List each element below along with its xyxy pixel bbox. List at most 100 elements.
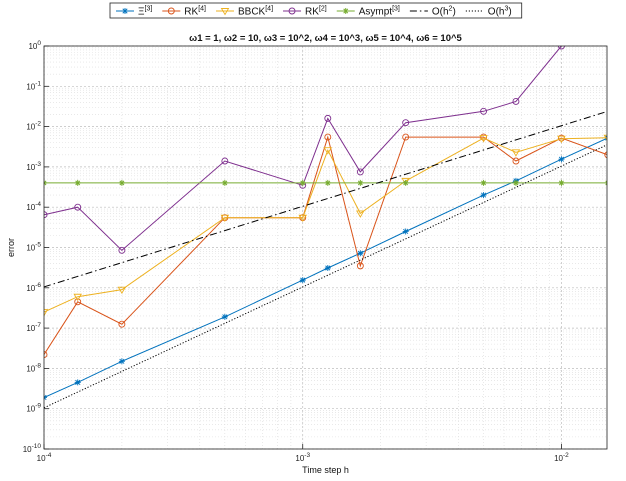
legend-item: RK[2] — [283, 6, 327, 18]
data-point — [118, 179, 125, 186]
data-point — [557, 46, 565, 50]
data-point — [324, 133, 332, 141]
data-point — [44, 309, 49, 317]
legend-label: Ξ[3] — [138, 6, 152, 18]
chart-title: ω1 = 1, ω2 = 10, ω3 = 10^2, ω4 = 10^3, ω… — [189, 33, 462, 44]
data-point — [298, 214, 308, 223]
legend-label: O(h2) — [432, 6, 456, 18]
data-point — [356, 168, 364, 176]
data-point — [299, 179, 306, 186]
data-point — [557, 134, 565, 142]
data-point — [118, 246, 126, 254]
legend-label: Asympt[3] — [359, 6, 400, 18]
data-point — [221, 313, 228, 320]
series-line — [44, 110, 607, 288]
legend-label: BBCK[4] — [238, 6, 273, 18]
data-point — [480, 192, 487, 199]
data-point — [511, 149, 521, 157]
series-5 — [44, 110, 607, 288]
data-point — [44, 211, 48, 219]
data-point — [74, 203, 82, 211]
data-point — [512, 179, 519, 186]
data-point — [167, 7, 175, 15]
y-tick-label: 10-4 — [26, 201, 41, 212]
data-point — [44, 351, 48, 359]
data-point — [74, 298, 82, 306]
data-point — [323, 147, 333, 155]
data-point — [357, 250, 364, 257]
legend-item: O(h2) — [409, 6, 456, 18]
x-tick-label: 10-3 — [295, 452, 310, 463]
x-tick-label: 10-2 — [554, 452, 569, 463]
data-point — [402, 228, 409, 235]
y-tick-label: 10-6 — [26, 282, 41, 293]
series-4 — [44, 179, 607, 186]
data-point — [604, 151, 607, 159]
x-axis-label: Time step h — [302, 465, 349, 475]
y-axis-label: error — [6, 238, 16, 257]
data-point — [512, 157, 520, 165]
series-0 — [44, 135, 607, 401]
data-point — [73, 293, 83, 302]
x-tick-label: 10-4 — [37, 452, 52, 463]
data-point — [356, 262, 364, 270]
y-tick-label: 10-8 — [26, 362, 41, 373]
series-3 — [44, 46, 565, 254]
data-point — [558, 156, 565, 163]
data-point — [122, 8, 128, 14]
data-point — [356, 210, 365, 218]
legend-item: Asympt[3] — [336, 6, 400, 18]
y-tick-label: 10-3 — [26, 161, 41, 172]
data-point — [118, 358, 125, 365]
data-point — [402, 119, 410, 127]
y-tick-label: 10-1 — [26, 80, 41, 91]
data-point — [221, 157, 229, 165]
grid — [43, 45, 607, 450]
series-line — [44, 137, 607, 313]
legend-box — [109, 2, 523, 19]
data-point — [402, 133, 410, 141]
ticks: 10-4 10-3 10-2 10-10 10-9 10-8 10-7 10-6 10-5 10-… — [23, 40, 569, 463]
legend-label: RK[4] — [184, 6, 206, 18]
data-point — [74, 379, 81, 386]
data-point — [324, 114, 332, 122]
data-point — [604, 180, 607, 186]
series-line — [44, 46, 562, 251]
data-point — [480, 179, 487, 186]
data-point — [603, 134, 607, 141]
data-point — [220, 8, 230, 16]
data-point — [299, 277, 306, 284]
y-tick-label: 10-7 — [26, 322, 41, 333]
series-layer — [44, 46, 607, 409]
data-point — [480, 107, 488, 115]
data-point — [74, 179, 81, 186]
legend-label: RK[2] — [305, 6, 327, 18]
data-point — [288, 7, 296, 15]
data-point — [479, 135, 488, 143]
legend-item: Ξ[3] — [116, 6, 152, 18]
data-point — [118, 320, 126, 328]
data-point — [512, 98, 520, 105]
data-point — [117, 286, 127, 295]
series-line — [44, 137, 607, 398]
legend-item: RK[4] — [162, 6, 206, 18]
legend-item: O(h3) — [465, 6, 512, 18]
series-line — [44, 135, 607, 355]
y-tick-label: 10-9 — [26, 403, 41, 414]
legend: Ξ[3] RK[4] BBCK[4] RK[2] Asympt[3] O(h2) O(h3) — [109, 2, 523, 19]
y-tick-label: 10-10 — [23, 443, 42, 454]
legend-item: BBCK[4] — [216, 6, 273, 18]
data-point — [557, 135, 566, 144]
data-point — [357, 179, 364, 186]
data-point — [342, 8, 349, 14]
data-point — [220, 214, 230, 223]
data-point — [324, 264, 331, 271]
data-point — [402, 179, 409, 186]
data-point — [558, 179, 565, 186]
y-tick-label: 10-5 — [26, 242, 41, 253]
legend-label: O(h3) — [488, 6, 512, 18]
y-tick-label: 100 — [28, 40, 41, 51]
data-point — [221, 179, 228, 186]
data-point — [324, 179, 331, 186]
